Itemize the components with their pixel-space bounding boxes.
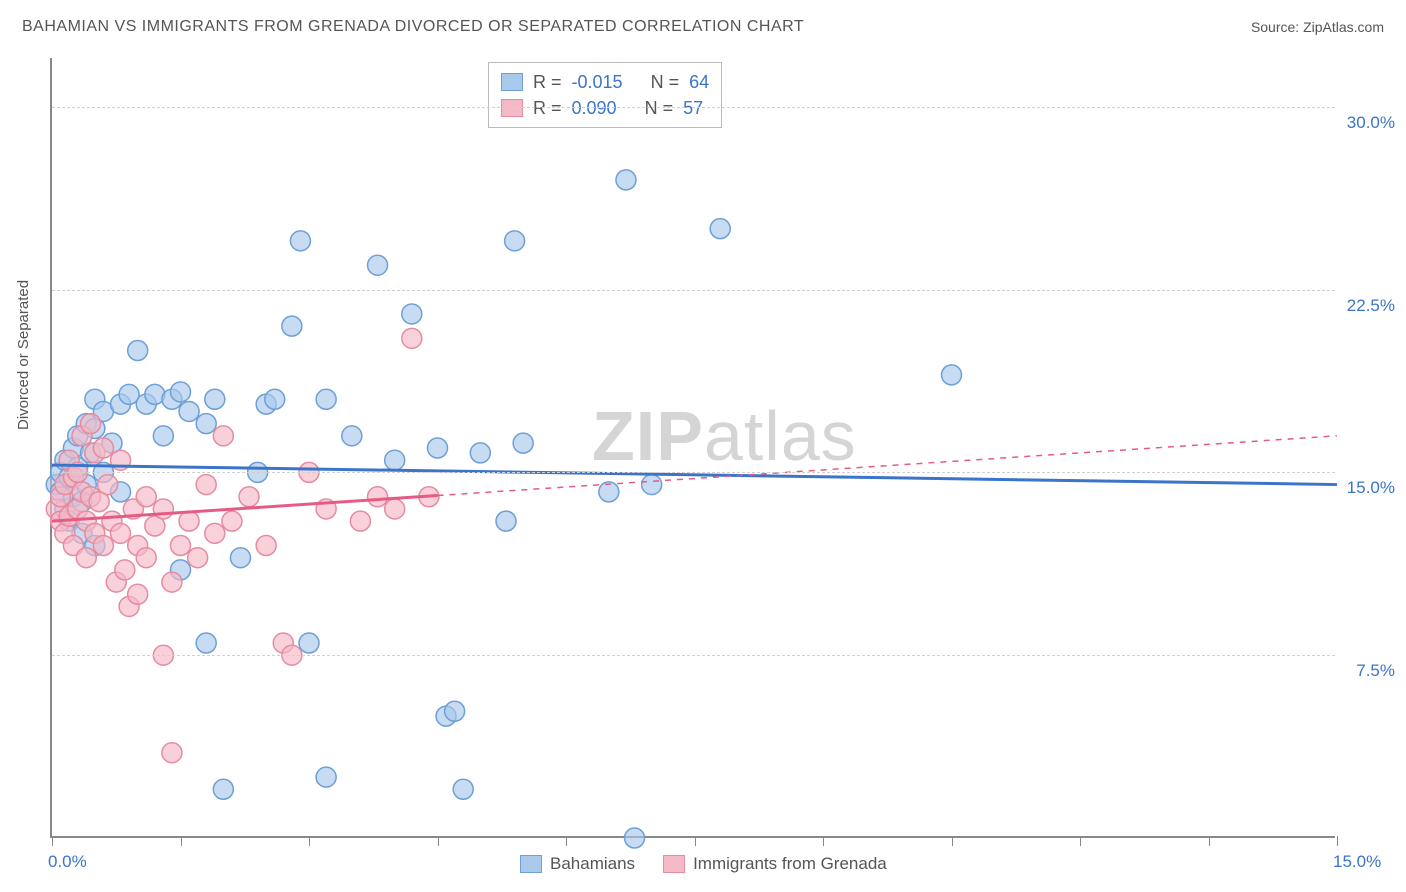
swatch-bahamians [501, 73, 523, 91]
y-tick-label: 15.0% [1347, 478, 1395, 498]
y-axis-label: Divorced or Separated [15, 280, 32, 430]
stats-row-1: R = 0.090 N = 57 [501, 95, 709, 121]
swatch-grenada-icon [663, 855, 685, 873]
bottom-legend: Bahamians Immigrants from Grenada [520, 854, 887, 874]
r-label: R = [533, 95, 562, 121]
n-label: N = [645, 95, 674, 121]
swatch-bahamians-icon [520, 855, 542, 873]
r-label: R = [533, 69, 562, 95]
y-tick-label: 22.5% [1347, 296, 1395, 316]
x-tick-label: 15.0% [1333, 852, 1381, 872]
legend-item-grenada: Immigrants from Grenada [663, 854, 887, 874]
legend-item-bahamians: Bahamians [520, 854, 635, 874]
n-value-0: 64 [689, 69, 709, 95]
scatter-plot-svg [52, 58, 1335, 836]
legend-label-1: Immigrants from Grenada [693, 854, 887, 874]
n-value-1: 57 [683, 95, 703, 121]
chart-area: ZIPatlas R = -0.015 N = 64 R = 0.090 N =… [50, 58, 1335, 838]
y-tick-label: 7.5% [1356, 661, 1395, 681]
source-label: Source: ZipAtlas.com [1251, 19, 1384, 35]
n-label: N = [651, 69, 680, 95]
swatch-grenada [501, 99, 523, 117]
r-value-1: 0.090 [572, 95, 617, 121]
stats-legend-box: R = -0.015 N = 64 R = 0.090 N = 57 [488, 62, 722, 128]
stats-row-0: R = -0.015 N = 64 [501, 69, 709, 95]
y-tick-label: 30.0% [1347, 113, 1395, 133]
x-tick-label: 0.0% [48, 852, 87, 872]
chart-title: BAHAMIAN VS IMMIGRANTS FROM GRENADA DIVO… [22, 18, 804, 36]
title-bar: BAHAMIAN VS IMMIGRANTS FROM GRENADA DIVO… [22, 18, 1384, 36]
r-value-0: -0.015 [572, 69, 623, 95]
legend-label-0: Bahamians [550, 854, 635, 874]
